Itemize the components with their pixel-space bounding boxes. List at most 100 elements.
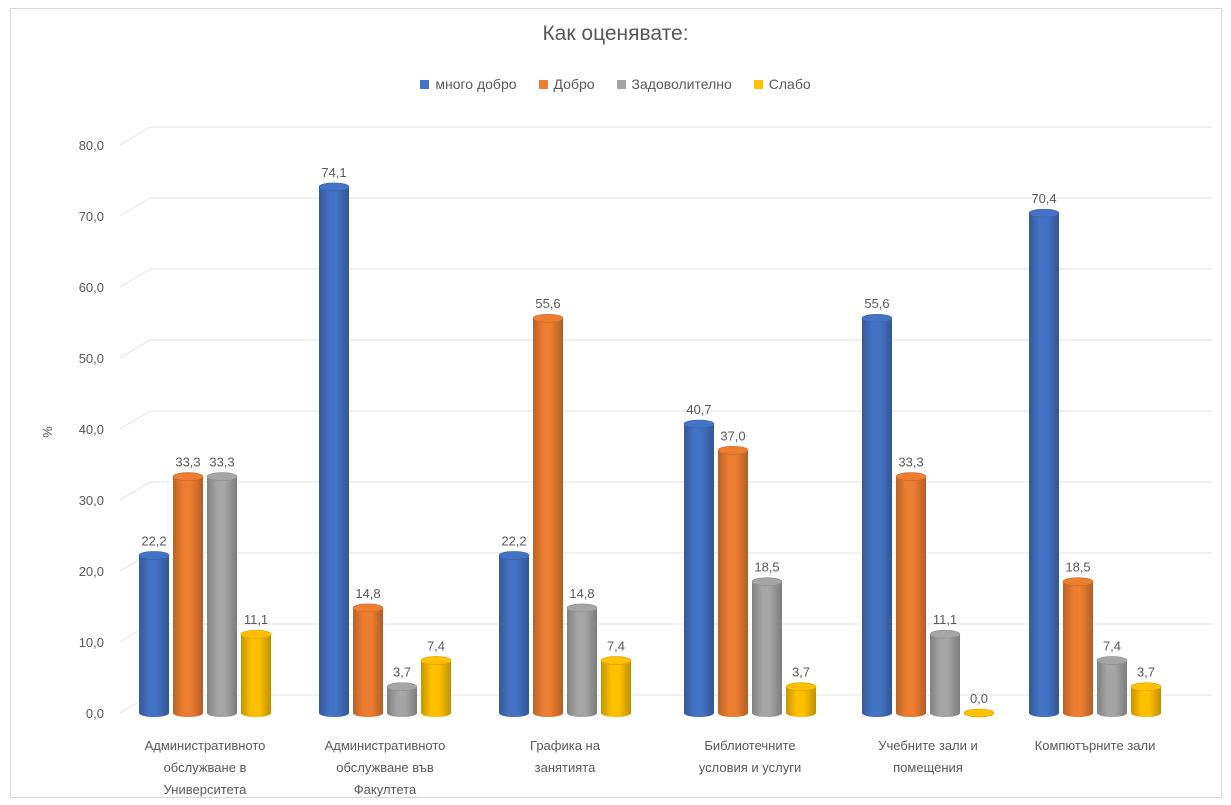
data-label: 33,3: [898, 455, 923, 470]
data-label: 22,2: [141, 533, 166, 548]
bar: [718, 450, 748, 717]
legend-label-3: Задоволително: [631, 76, 732, 92]
bar-top: [420, 656, 452, 665]
bar-top: [963, 708, 995, 718]
gridline-side: [119, 481, 151, 501]
data-label: 18,5: [1065, 560, 1090, 575]
bar: [207, 476, 237, 717]
bar: [421, 660, 451, 717]
bar-top: [352, 603, 384, 613]
bar: [896, 476, 926, 717]
bar-top: [600, 656, 632, 665]
y-tick-label: 40,0: [79, 422, 104, 437]
bar-top: [683, 419, 715, 429]
bar: [862, 318, 892, 717]
data-label: 3,7: [1137, 665, 1155, 680]
gridline-side: [119, 268, 151, 288]
data-label: 33,3: [175, 455, 200, 470]
data-label: 0,0: [970, 691, 988, 706]
legend-label-4: Слабо: [768, 76, 811, 92]
data-label: 7,4: [607, 638, 625, 653]
x-tick-label: обслужване в: [164, 760, 247, 775]
bar-top: [751, 577, 783, 586]
data-label: 55,6: [864, 296, 889, 311]
data-label: 7,4: [427, 638, 445, 653]
bar-top: [717, 445, 749, 455]
bar: [1063, 581, 1093, 717]
x-tick-label: Факултета: [354, 782, 417, 797]
data-label: 14,8: [355, 586, 380, 601]
bar-top: [895, 472, 927, 481]
data-label: 70,4: [1031, 191, 1056, 206]
legend-item-series-3: Задоволително: [616, 76, 732, 92]
legend-item-series-4: Слабо: [753, 76, 811, 92]
legend-swatch-4: [753, 79, 763, 89]
bar: [1131, 686, 1161, 717]
legend-swatch-1: [420, 79, 430, 89]
bar-top: [532, 313, 564, 323]
legend-label-1: много добро: [435, 76, 517, 92]
bar: [1097, 660, 1127, 717]
gridline-side: [119, 339, 151, 359]
data-label: 7,4: [1103, 638, 1121, 653]
bar: [533, 318, 563, 717]
bar: [319, 186, 349, 717]
data-label: 40,7: [686, 402, 711, 417]
y-tick-label: 20,0: [79, 564, 104, 579]
bar-top: [1062, 577, 1094, 586]
y-tick-label: 70,0: [79, 209, 104, 224]
gridline-side: [119, 197, 151, 217]
x-tick-label: помещения: [893, 760, 963, 775]
legend-swatch-3: [616, 79, 626, 89]
bar-top: [1028, 208, 1060, 218]
bar: [567, 607, 597, 717]
bar-top: [318, 182, 350, 192]
bar: [930, 634, 960, 717]
data-label: 22,2: [501, 533, 526, 548]
x-tick-label: условия и услуги: [699, 760, 801, 775]
x-tick-label: Графика на: [530, 738, 601, 753]
data-label: 3,7: [393, 665, 411, 680]
bar: [601, 660, 631, 717]
bar-top: [172, 472, 204, 481]
legend-label-2: Добро: [553, 76, 595, 92]
x-tick-label: Административното: [145, 738, 266, 753]
x-tick-label: Компютърните зали: [1035, 738, 1156, 753]
bar: [173, 476, 203, 717]
y-tick-label: 10,0: [79, 635, 104, 650]
y-tick-label: 0,0: [86, 706, 104, 721]
bar-top: [566, 603, 598, 613]
bar: [387, 686, 417, 717]
data-label: 74,1: [321, 165, 346, 180]
gridline-side: [119, 126, 151, 146]
x-tick-label: обслужване във: [336, 760, 434, 775]
chart-title: Как оценявате:: [542, 22, 689, 45]
bar: [499, 555, 529, 717]
data-label: 18,5: [754, 560, 779, 575]
legend-swatch-2: [538, 79, 548, 89]
bar-top: [240, 629, 272, 639]
y-tick-label: 80,0: [79, 138, 104, 153]
data-label: 33,3: [209, 455, 234, 470]
y-tick-label: 50,0: [79, 351, 104, 366]
x-tick-label: занятията: [535, 760, 596, 775]
chart-legend: много добро Добро Задоволително Слабо: [0, 76, 1231, 92]
y-axis-label: %: [40, 426, 55, 438]
data-label: 14,8: [569, 586, 594, 601]
bar-top: [785, 682, 817, 692]
bar-top: [1130, 682, 1162, 692]
y-tick-label: 60,0: [79, 280, 104, 295]
bar-top: [138, 551, 170, 560]
x-tick-label: Университета: [164, 782, 248, 797]
x-tick-label: Административното: [325, 738, 446, 753]
legend-item-series-2: Добро: [538, 76, 595, 92]
data-label: 3,7: [792, 665, 810, 680]
legend-item-series-1: много добро: [420, 76, 517, 92]
bar: [786, 686, 816, 717]
bar-top: [498, 551, 530, 560]
bar-top: [386, 682, 418, 692]
bar-top: [206, 472, 238, 481]
data-label: 11,1: [244, 612, 268, 627]
bar: [241, 634, 271, 717]
